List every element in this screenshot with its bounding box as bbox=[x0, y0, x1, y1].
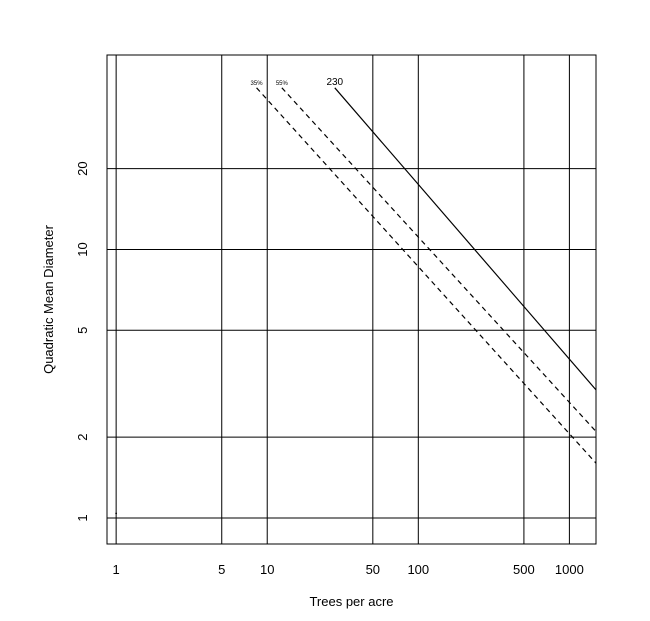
y-axis-ticks: 1 2 5 10 20 bbox=[75, 161, 90, 521]
x-axis-ticks: 1 5 10 50 100 500 1000 bbox=[113, 562, 584, 577]
x-tick-label: 50 bbox=[366, 562, 380, 577]
x-tick-label: 500 bbox=[513, 562, 535, 577]
y-axis-title: Quadratic Mean Diameter bbox=[41, 224, 56, 374]
y-tick-label: 1 bbox=[75, 514, 90, 521]
series-label: 35% bbox=[251, 81, 264, 87]
plot-frame bbox=[106, 54, 597, 545]
series-label: 55% bbox=[276, 81, 289, 87]
series-line bbox=[281, 87, 597, 432]
x-tick-label: 1 bbox=[113, 562, 120, 577]
x-tick-label: 5 bbox=[218, 562, 225, 577]
x-tick-label: 100 bbox=[407, 562, 429, 577]
series-line bbox=[256, 87, 597, 464]
y-tick-label: 10 bbox=[75, 242, 90, 256]
series-labels: 230 55% 35% bbox=[251, 77, 344, 88]
series-line bbox=[334, 87, 597, 391]
data-point bbox=[115, 512, 118, 515]
x-tick-label: 10 bbox=[260, 562, 274, 577]
y-tick-label: 5 bbox=[75, 327, 90, 334]
grid-lines bbox=[107, 55, 596, 544]
y-tick-label: 2 bbox=[75, 434, 90, 441]
series-lines bbox=[256, 87, 597, 464]
data-points bbox=[115, 512, 118, 515]
series-label: 230 bbox=[326, 77, 343, 88]
x-tick-label: 1000 bbox=[555, 562, 584, 577]
x-axis-title: Trees per acre bbox=[309, 594, 393, 609]
y-tick-label: 20 bbox=[75, 161, 90, 175]
